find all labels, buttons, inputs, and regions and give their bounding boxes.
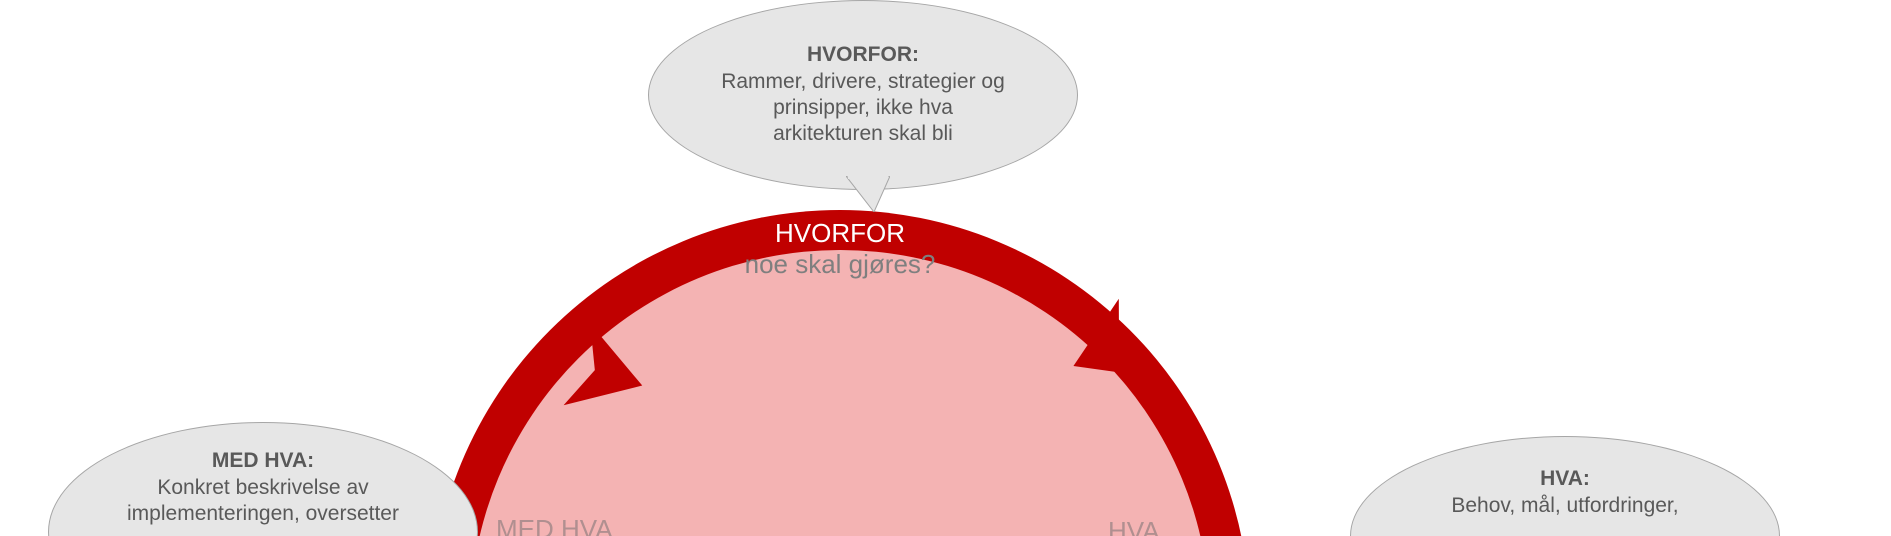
- bubble-hvorfor-title: HVORFOR:: [807, 43, 919, 67]
- bubble-medhva: MED HVA: Konkret beskrivelse avimplement…: [48, 422, 478, 536]
- ring-left-partial-label: MED HVA: [496, 514, 613, 536]
- bubble-hvorfor-tail-patch: [848, 173, 888, 179]
- bubble-hva-title: HVA:: [1540, 467, 1590, 491]
- ring-top-label: HVORFOR noe skal gjøres?: [640, 218, 1040, 280]
- bubble-hvorfor-tail: [846, 176, 890, 217]
- bubble-medhva-body: Konkret beskrivelse avimplementeringen, …: [127, 475, 399, 528]
- bubble-hvorfor-body: Rammer, drivere, strategier ogprinsipper…: [721, 69, 1005, 148]
- bubble-hvorfor: HVORFOR: Rammer, drivere, strategier ogp…: [648, 0, 1078, 190]
- bubble-hva: HVA: Behov, mål, utfordringer,: [1350, 436, 1780, 536]
- ring-top-label-white: HVORFOR: [640, 218, 1040, 249]
- ring-right-partial-label: HVA: [1108, 516, 1160, 536]
- ring-top-label-grey: noe skal gjøres?: [640, 249, 1040, 280]
- bubble-hva-body: Behov, mål, utfordringer,: [1451, 493, 1678, 519]
- bubble-medhva-title: MED HVA:: [212, 449, 314, 473]
- diagram-canvas: HVORFOR noe skal gjøres? MED HVA HVA HVO…: [0, 0, 1891, 536]
